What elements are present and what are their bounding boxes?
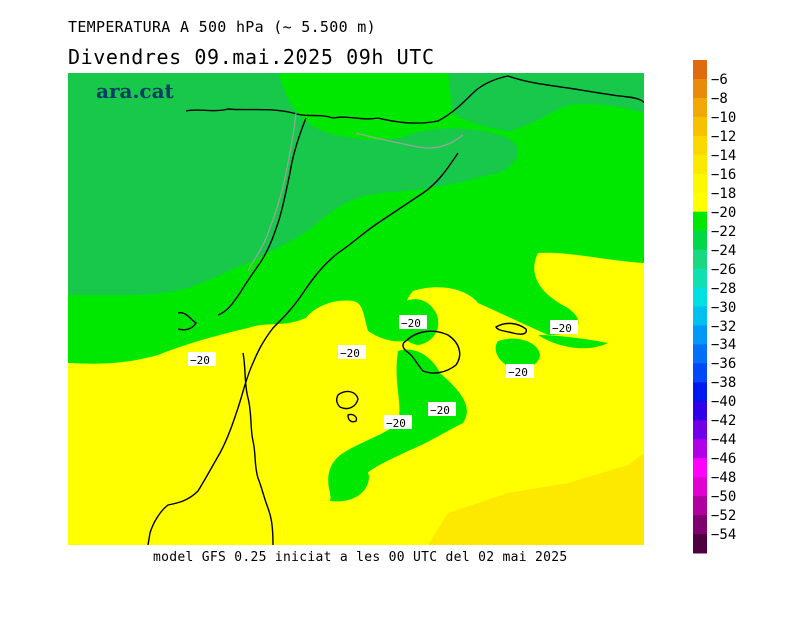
legend-label: −28 bbox=[711, 280, 737, 297]
small-border-detail bbox=[177, 311, 197, 331]
legend-swatch bbox=[693, 211, 707, 232]
legend-swatch bbox=[693, 287, 707, 307]
legend-swatch bbox=[693, 230, 707, 251]
border-north-east bbox=[507, 75, 644, 104]
legend-label: −24 bbox=[711, 242, 737, 259]
legend-label: −22 bbox=[711, 223, 737, 240]
legend-label: −38 bbox=[711, 375, 737, 392]
legend-swatch bbox=[693, 192, 707, 213]
legend-label: −12 bbox=[711, 128, 737, 145]
field-minus22-to-minus24 bbox=[68, 73, 518, 295]
legend-swatch bbox=[693, 344, 707, 364]
admin-borders bbox=[247, 112, 464, 272]
legend-label: −52 bbox=[711, 508, 737, 525]
legend-swatch bbox=[693, 496, 707, 516]
contour-label-7: −20 bbox=[386, 417, 406, 430]
contour-label-2: −20 bbox=[340, 347, 360, 360]
brand-logo: ara.cat bbox=[96, 79, 175, 103]
legend-swatch bbox=[693, 306, 707, 326]
contour-labels: −20 −20 −20 −20 −20 −20 −20 bbox=[188, 315, 578, 430]
color-legend bbox=[693, 60, 707, 554]
field-green-lobe-5 bbox=[495, 338, 540, 369]
border-aragon bbox=[217, 117, 307, 316]
legend-swatch bbox=[693, 154, 707, 175]
country-borders bbox=[147, 75, 644, 545]
legend-swatch bbox=[693, 420, 707, 440]
legend-label: −14 bbox=[711, 147, 737, 164]
island-formentera bbox=[347, 413, 358, 423]
footer-note: model GFS 0.25 iniciat a les 00 UTC del … bbox=[153, 550, 568, 565]
legend-swatch bbox=[693, 60, 707, 80]
contour-label-1: −20 bbox=[190, 354, 210, 367]
field-green-lobe-2 bbox=[330, 465, 369, 502]
legend-swatch bbox=[693, 458, 707, 478]
legend-swatch bbox=[693, 173, 707, 194]
contour-label-3: −20 bbox=[401, 317, 421, 330]
legend-label: −42 bbox=[711, 413, 737, 430]
legend-swatch bbox=[693, 439, 707, 459]
legend-swatch bbox=[693, 97, 707, 118]
title-line-1: TEMPERATURA A 500 hPa (~ 5.500 m) bbox=[68, 18, 376, 36]
field-green-lobe-4 bbox=[538, 335, 608, 349]
contour-label-6: −20 bbox=[430, 404, 450, 417]
legend-swatch bbox=[693, 382, 707, 402]
legend-swatch bbox=[693, 325, 707, 345]
coastline-catalonia bbox=[147, 152, 459, 545]
border-west bbox=[242, 352, 274, 545]
legend-label: −46 bbox=[711, 451, 737, 468]
legend-swatch bbox=[693, 363, 707, 383]
legend-swatch bbox=[693, 515, 707, 535]
legend-swatch bbox=[693, 401, 707, 421]
legend-swatch bbox=[693, 477, 707, 497]
legend-swatch bbox=[693, 268, 707, 289]
temperature-map: −20 −20 −20 −20 −20 −20 −20 ara.cat bbox=[68, 73, 644, 545]
legend-label: −54 bbox=[711, 527, 737, 544]
legend-label: −32 bbox=[711, 318, 737, 335]
legend-swatch bbox=[693, 116, 707, 137]
contour-label-5: −20 bbox=[508, 366, 528, 379]
legend-swatch bbox=[693, 534, 707, 554]
legend-label: −36 bbox=[711, 356, 737, 373]
legend-label: −34 bbox=[711, 337, 737, 354]
island-menorca bbox=[495, 322, 527, 335]
legend-label: −40 bbox=[711, 394, 737, 411]
legend-label: −18 bbox=[711, 185, 737, 202]
legend-swatch bbox=[693, 249, 707, 270]
balearic-islands bbox=[335, 322, 527, 423]
legend-label: −26 bbox=[711, 261, 737, 278]
title-line-2: Divendres 09.mai.2025 09h UTC bbox=[68, 45, 435, 69]
legend-label: −44 bbox=[711, 432, 737, 449]
legend-label: −10 bbox=[711, 109, 737, 126]
legend-label: −6 bbox=[711, 72, 728, 88]
contour-label-4: −20 bbox=[552, 322, 572, 335]
field-above-minus18 bbox=[428, 453, 644, 545]
border-france-spain bbox=[185, 75, 509, 124]
legend-label: −16 bbox=[711, 166, 737, 183]
island-mallorca bbox=[402, 330, 461, 374]
legend-label: −30 bbox=[711, 299, 737, 316]
legend-label: −8 bbox=[711, 90, 728, 107]
island-ibiza bbox=[335, 390, 359, 410]
legend-label: −20 bbox=[711, 204, 737, 221]
legend-swatch bbox=[693, 135, 707, 156]
field-green-north bbox=[448, 73, 644, 131]
legend-label: −50 bbox=[711, 489, 737, 506]
legend-swatch bbox=[693, 78, 707, 99]
legend-label: −48 bbox=[711, 470, 737, 487]
